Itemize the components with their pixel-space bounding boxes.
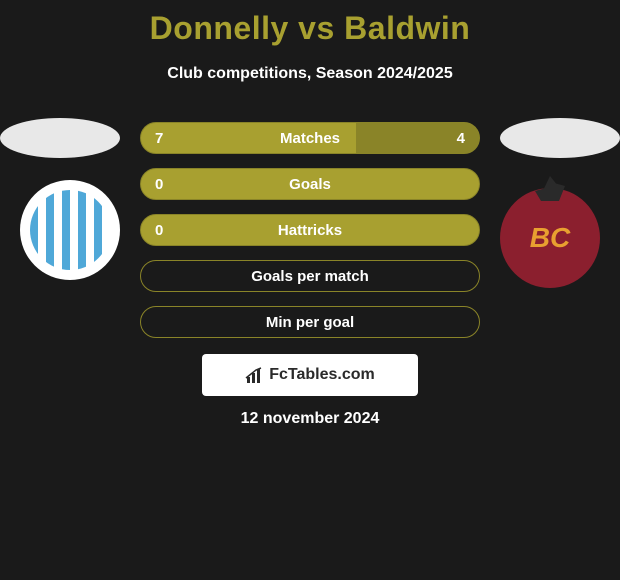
stat-left-value: 0 [155, 176, 163, 193]
stat-label: Min per goal [266, 314, 354, 331]
stat-row-hattricks: 0 Hattricks [140, 214, 480, 246]
page-title: Donnelly vs Baldwin [0, 0, 620, 47]
stat-right-value: 4 [457, 130, 465, 147]
date-text: 12 november 2024 [241, 410, 380, 428]
stat-left-value: 7 [155, 130, 163, 147]
stat-label: Goals [289, 176, 331, 193]
stats-panel: 7 Matches 4 0 Goals 0 Hattricks Goals pe… [140, 122, 480, 352]
stat-label: Goals per match [251, 268, 369, 285]
watermark: FcTables.com [202, 354, 418, 396]
right-club-badge: BC [500, 188, 600, 288]
stat-row-min-per-goal: Min per goal [140, 306, 480, 338]
subtitle: Club competitions, Season 2024/2025 [0, 65, 620, 83]
stat-label: Matches [280, 130, 340, 147]
right-badge-text: BC [530, 222, 570, 254]
stat-row-goals: 0 Goals [140, 168, 480, 200]
left-player-ellipse [0, 118, 120, 158]
right-player-ellipse [500, 118, 620, 158]
stat-row-matches: 7 Matches 4 [140, 122, 480, 154]
watermark-text: FcTables.com [269, 366, 375, 384]
left-club-badge [20, 180, 120, 280]
chart-icon [245, 367, 265, 383]
stat-left-value: 0 [155, 222, 163, 239]
stat-label: Hattricks [278, 222, 342, 239]
stat-row-goals-per-match: Goals per match [140, 260, 480, 292]
